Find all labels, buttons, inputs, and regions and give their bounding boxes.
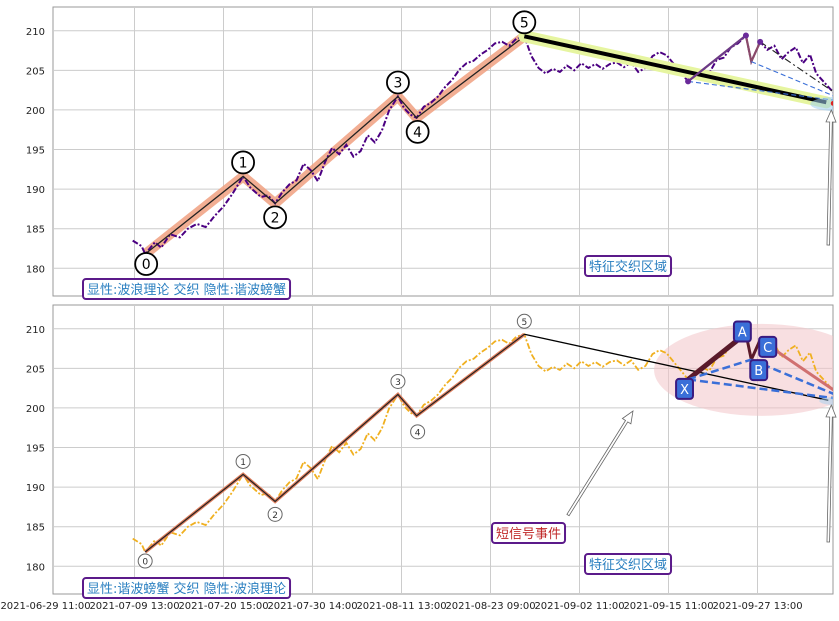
harmonic-xb (687, 358, 752, 381)
harmonic-point-label: B (754, 364, 763, 379)
wave-point-marker (235, 453, 251, 469)
x-tick-label: 2021-08-23 09:00 (445, 601, 535, 612)
wave-point-label: 2 (272, 511, 278, 521)
panel-wave-theory: 180 185 190 195 200 205 210 0 1 2 3 4 5 特征交织区域显性:波浪理论… (26, 6, 837, 300)
wave-point-marker (405, 119, 430, 144)
harmonic-mini-cd (759, 41, 833, 93)
feature-zone-callout-box (584, 553, 673, 575)
y-tick-label: 210 (26, 325, 45, 336)
short-signal-callout-box (491, 522, 567, 544)
y-tick-label: 185 (26, 523, 45, 534)
y-tick-label: 190 (26, 185, 45, 196)
y-tick-label: 205 (26, 66, 45, 77)
panel-caption-label: 显性:谐波螃蟹 交织 隐性:波浪理论 (87, 581, 286, 597)
harmonic-point-box (732, 320, 752, 343)
wave-line (144, 35, 525, 255)
harmonic-mini-xa (687, 34, 747, 83)
y-tick-label: 190 (26, 483, 45, 494)
wave-point-marker (386, 70, 410, 95)
x-tick-label: 2021-08-11 13:00 (356, 601, 446, 612)
feature-zone-callout-label: 特征交织区域 (589, 259, 667, 275)
harmonic-point-box (749, 359, 769, 382)
plot-frame (52, 6, 834, 297)
wave-point-marker (137, 553, 153, 569)
y-tick-label: 195 (26, 444, 45, 455)
panel-caption-box (82, 577, 292, 599)
wave-point-marker (512, 10, 537, 35)
wave-point-label: 5 (521, 318, 527, 328)
wave-line (144, 333, 525, 553)
short-signal-callout-label: 短信号事件 (496, 527, 561, 542)
y-tick-label: 195 (26, 146, 45, 157)
wave-point-marker (410, 424, 426, 440)
wave-point-label: 4 (415, 428, 421, 438)
wave-point-marker (134, 252, 159, 276)
wave-point-marker (263, 205, 288, 230)
plot-area (132, 30, 833, 258)
wave-point-label: 3 (395, 378, 401, 388)
wave-point-marker (267, 506, 283, 522)
feature-zone-callout-label: 特征交织区域 (589, 557, 667, 573)
wave-point-label: 0 (142, 558, 148, 568)
harmonic-mini-xd (688, 80, 833, 101)
y-tick-label: 210 (26, 27, 45, 38)
trend-line (524, 333, 829, 401)
harmonic-xd (687, 378, 833, 400)
wave-point-label: 1 (239, 155, 248, 171)
x-tick-label: 2021-09-27 13:00 (712, 601, 802, 612)
x-tick-label: 2021-09-02 11:00 (534, 601, 624, 612)
harmonic-point-label: X (680, 383, 689, 398)
x-tick-label: 2021-06-29 11:00 (0, 601, 90, 612)
wave-point-marker (516, 313, 532, 329)
x-tick-label: 2021-09-15 11:00 (623, 601, 713, 612)
panel-harmonic-crab: 180185190195200205210012345XABCD短信号事件特征交… (26, 304, 837, 599)
wave-point-label: 4 (413, 125, 422, 141)
y-tick-label: 200 (26, 106, 45, 117)
wave-point-marker (231, 150, 255, 175)
y-tick-label: 185 (26, 225, 45, 236)
intersection-highlight (819, 397, 833, 405)
feature-zone-callout-box (584, 255, 673, 277)
intersection-marker (830, 100, 833, 106)
wave-point-label: 2 (271, 210, 280, 226)
feature-zone-arrow (825, 403, 837, 543)
harmonic-point-label: C (763, 341, 772, 356)
panel-caption-label: 显性:波浪理论 交织 隐性:谐波螃蟹 (87, 282, 286, 298)
wave-point-label: 1 (240, 458, 246, 468)
y-tick-label: 180 (26, 562, 45, 573)
trend-line (523, 34, 827, 105)
harmonic-point-box (675, 377, 694, 400)
harmonic-point-label: A (738, 326, 747, 341)
wave-point-label: 5 (520, 15, 529, 31)
intersection-highlight (810, 97, 833, 111)
x-tick-label: 2021-07-30 14:00 (267, 601, 357, 612)
harmonic-mini-point (685, 78, 692, 85)
y-tick-label: 205 (26, 364, 45, 375)
harmonic-mini-point (757, 38, 764, 45)
x-tick-label: 2021-07-20 15:00 (178, 601, 268, 612)
wave-point-label: 0 (142, 257, 151, 273)
x-tick-label: 2021-07-09 13:00 (89, 601, 179, 612)
harmonic-point-box (758, 335, 778, 358)
annotation-arrow (825, 108, 837, 246)
wave-point-label: 3 (393, 75, 402, 91)
y-tick-label: 180 (26, 264, 45, 275)
panel-caption-box (82, 278, 292, 300)
short-signal-arrow (566, 410, 634, 517)
harmonic-mini-point (742, 32, 749, 39)
wave-point-marker (390, 373, 406, 389)
harmonic-mini-bd (751, 61, 833, 97)
y-tick-label: 200 (26, 404, 45, 415)
